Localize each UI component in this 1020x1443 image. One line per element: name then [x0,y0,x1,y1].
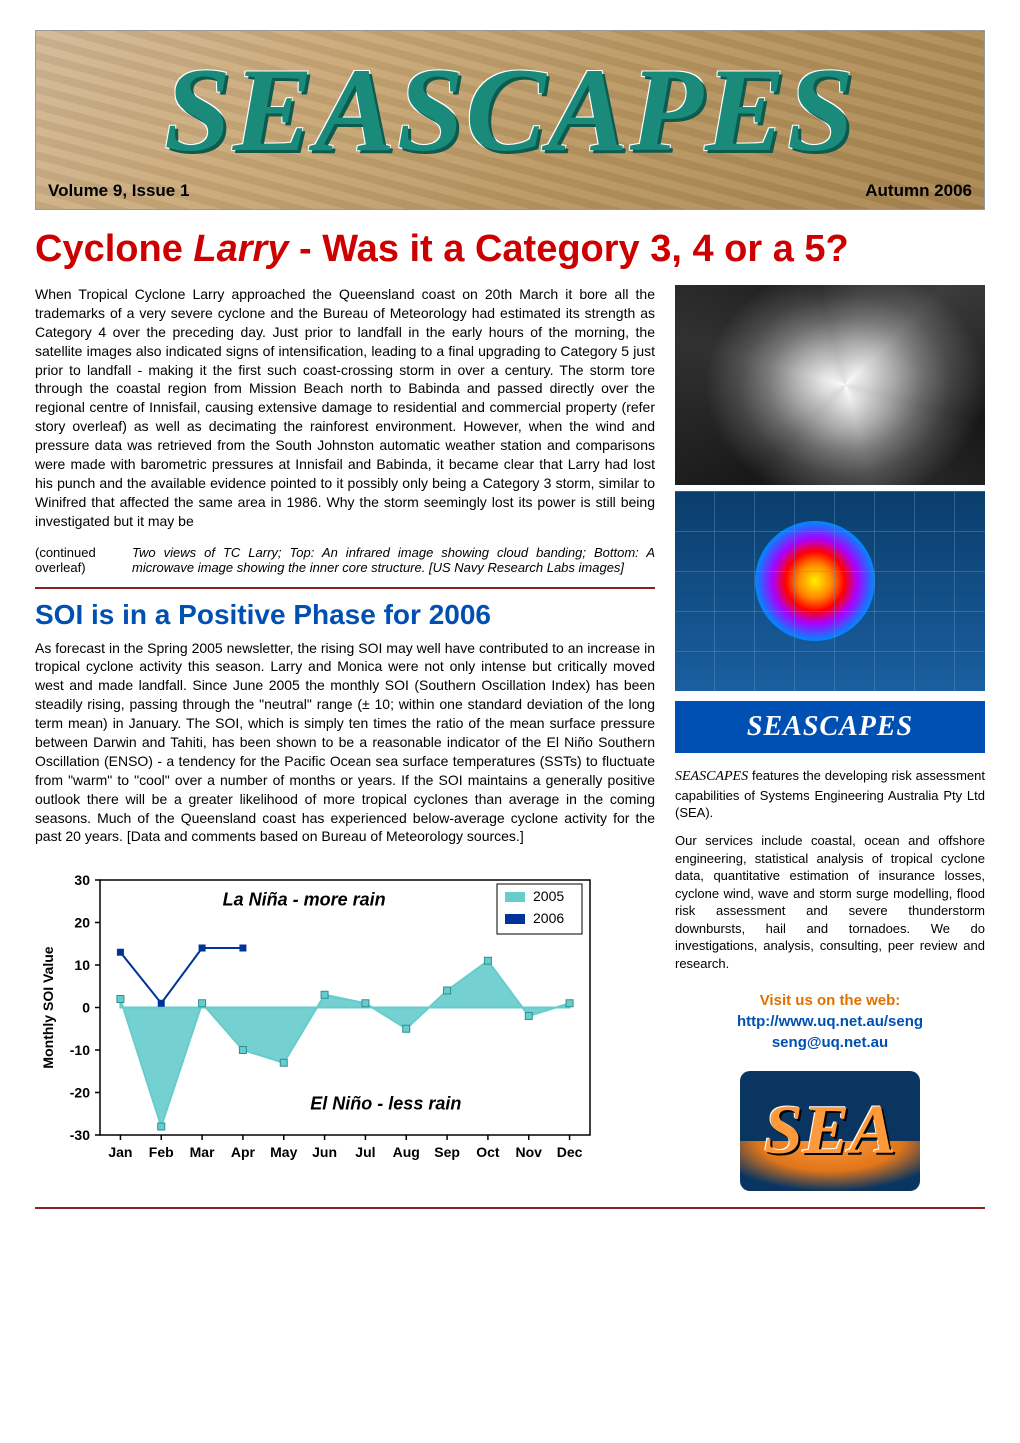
sea-logo-text: SEA [764,1091,896,1171]
svg-text:Nov: Nov [516,1144,543,1160]
svg-text:Apr: Apr [231,1144,256,1160]
satellite-image-microwave [675,491,985,691]
article2-headline: SOI is in a Positive Phase for 2006 [35,599,655,631]
svg-text:Aug: Aug [393,1144,420,1160]
svg-text:20: 20 [74,915,90,931]
article1-caption-row: (continued overleaf) Two views of TC Lar… [35,545,655,575]
svg-text:Mar: Mar [190,1144,215,1160]
sidebar-para1: SEASCAPES features the developing risk a… [675,767,985,822]
sidebar-title: SEASCAPES [675,701,985,753]
image-caption: Two views of TC Larry; Top: An infrared … [132,545,655,575]
sidebar-para2: Our services include coastal, ocean and … [675,832,985,972]
visit-url[interactable]: http://www.uq.net.au/seng [675,1011,985,1032]
sidebar-body: SEASCAPES features the developing risk a… [675,767,985,972]
svg-text:-10: -10 [70,1042,90,1058]
masthead-banner: SEASCAPES Volume 9, Issue 1 Autumn 2006 [35,30,985,210]
headline-prefix: Cyclone [35,228,193,270]
headline-storm: Larry [193,228,288,270]
svg-text:La Niña - more rain: La Niña - more rain [223,890,386,910]
svg-text:Sep: Sep [434,1144,460,1160]
svg-text:2005: 2005 [533,888,564,904]
content-columns: When Tropical Cyclone Larry approached t… [35,285,985,1191]
svg-text:Jun: Jun [312,1144,337,1160]
right-column: SEASCAPES SEASCAPES features the develop… [675,285,985,1191]
continued-overleaf: (continued overleaf) [35,545,120,575]
svg-text:2006: 2006 [533,910,564,926]
visit-email[interactable]: seng@uq.net.au [675,1032,985,1053]
svg-text:Feb: Feb [149,1144,174,1160]
visit-label: Visit us on the web: [675,990,985,1011]
svg-text:-30: -30 [70,1127,90,1143]
svg-text:Monthly SOI Value: Monthly SOI Value [40,947,56,1069]
season-year: Autumn 2006 [865,181,972,201]
svg-text:Oct: Oct [476,1144,500,1160]
svg-text:May: May [270,1144,297,1160]
volume-issue: Volume 9, Issue 1 [48,181,189,201]
sea-logo: SEA [675,1071,985,1191]
main-headline: Cyclone Larry - Was it a Category 3, 4 o… [35,228,985,271]
masthead-footer: Volume 9, Issue 1 Autumn 2006 [48,181,972,201]
svg-text:Jan: Jan [108,1144,132,1160]
section-divider [35,587,655,589]
svg-text:10: 10 [74,957,90,973]
headline-suffix: - Was it a Category 3, 4 or a 5? [288,228,848,270]
soi-chart: -30 -20 -10 0 10 20 30 Jan Feb Mar Apr May Jun Jul Aug… [35,860,655,1175]
bottom-rule [35,1207,985,1209]
svg-text:30: 30 [74,872,90,888]
svg-text:-20: -20 [70,1085,90,1101]
svg-text:El Niño - less rain: El Niño - less rain [310,1094,461,1114]
satellite-image-infrared [675,285,985,485]
sea-logo-box: SEA [740,1071,920,1191]
article2-body: As forecast in the Spring 2005 newslette… [35,639,655,847]
svg-text:0: 0 [82,1000,90,1016]
article1-body: When Tropical Cyclone Larry approached t… [35,285,655,531]
visit-block: Visit us on the web: http://www.uq.net.a… [675,990,985,1053]
left-column: When Tropical Cyclone Larry approached t… [35,285,655,1191]
sidebar-brand: SEASCAPES [675,769,748,784]
svg-text:Dec: Dec [557,1144,583,1160]
masthead-title: SEASCAPES [36,41,984,179]
soi-chart-svg: -30 -20 -10 0 10 20 30 Jan Feb Mar Apr May Jun Jul Aug… [35,860,605,1170]
svg-text:Jul: Jul [355,1144,375,1160]
